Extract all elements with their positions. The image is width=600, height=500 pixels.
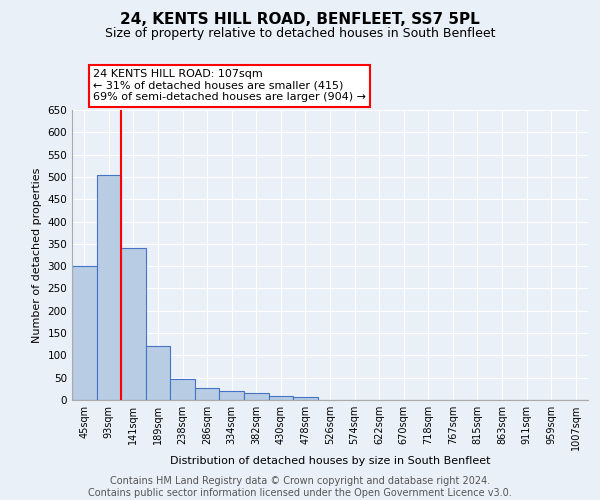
Bar — [220, 391, 244, 400]
Bar — [97, 174, 121, 400]
Text: Size of property relative to detached houses in South Benfleet: Size of property relative to detached ho… — [105, 28, 495, 40]
Bar — [195, 388, 220, 400]
Text: 24, KENTS HILL ROAD, BENFLEET, SS7 5PL: 24, KENTS HILL ROAD, BENFLEET, SS7 5PL — [120, 12, 480, 28]
Bar — [121, 248, 146, 400]
Bar — [72, 266, 97, 400]
Bar — [293, 397, 318, 400]
Bar — [170, 379, 195, 400]
Bar — [269, 396, 293, 400]
Bar — [244, 394, 269, 400]
Text: Contains HM Land Registry data © Crown copyright and database right 2024.
Contai: Contains HM Land Registry data © Crown c… — [88, 476, 512, 498]
Y-axis label: Number of detached properties: Number of detached properties — [32, 168, 42, 342]
Text: 24 KENTS HILL ROAD: 107sqm
← 31% of detached houses are smaller (415)
69% of sem: 24 KENTS HILL ROAD: 107sqm ← 31% of deta… — [93, 69, 366, 102]
Bar — [146, 346, 170, 400]
X-axis label: Distribution of detached houses by size in South Benfleet: Distribution of detached houses by size … — [170, 456, 490, 466]
